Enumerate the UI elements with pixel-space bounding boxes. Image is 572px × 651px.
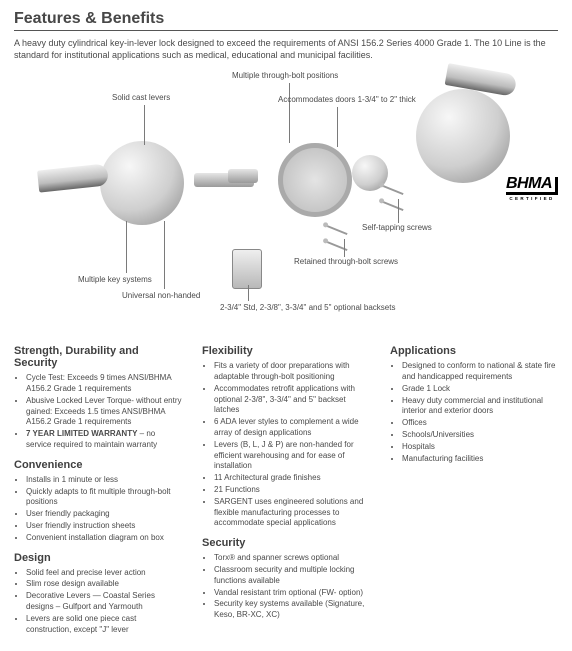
list-item: Hospitals bbox=[402, 442, 558, 453]
list-item: Cycle Test: Exceeds 9 times ANSI/BHMA A1… bbox=[26, 373, 182, 395]
callout-multi-key: Multiple key systems bbox=[78, 275, 152, 284]
list-item: Manufacturing facilities bbox=[402, 454, 558, 465]
list-item: Accommodates retrofit applications with … bbox=[214, 384, 370, 416]
list-item: Convenient installation diagram on box bbox=[26, 533, 182, 544]
list-item: 6 ADA lever styles to complement a wide … bbox=[214, 417, 370, 439]
section-heading: Flexibility bbox=[202, 345, 370, 357]
section-list: Torx® and spanner screws optionalClassro… bbox=[202, 553, 370, 621]
bhma-badge: BHMA CERTIFIED bbox=[506, 177, 558, 201]
list-item: User friendly instruction sheets bbox=[26, 521, 182, 532]
callout-accom-doors: Accommodates doors 1-3/4" to 2" thick bbox=[278, 95, 416, 104]
column-2: Flexibility Fits a variety of door prepar… bbox=[202, 337, 370, 641]
list-item: SARGENT uses engineered solutions and fl… bbox=[214, 497, 370, 529]
list-item: Abusive Locked Lever Torque- without ent… bbox=[26, 396, 182, 428]
list-item: Levers are solid one piece cast construc… bbox=[26, 614, 182, 636]
page-title: Features & Benefits bbox=[14, 10, 558, 28]
section-heading: Strength, Durability and Security bbox=[14, 345, 182, 369]
list-item: Fits a variety of door preparations with… bbox=[214, 361, 370, 383]
section-heading: Applications bbox=[390, 345, 558, 357]
bhma-cert-text: CERTIFIED bbox=[506, 196, 558, 201]
callout-non-handed: Universal non-handed bbox=[122, 291, 200, 300]
section-heading: Design bbox=[14, 552, 182, 564]
list-item: 11 Architectural grade finishes bbox=[214, 473, 370, 484]
list-item: 21 Functions bbox=[214, 485, 370, 496]
list-item: Slim rose design available bbox=[26, 579, 182, 590]
callout-solid-levers: Solid cast levers bbox=[112, 93, 170, 102]
list-item: Schools/Universities bbox=[402, 430, 558, 441]
list-item: Quickly adapts to fit multiple through-b… bbox=[26, 487, 182, 509]
section-list: Solid feel and precise lever actionSlim … bbox=[14, 568, 182, 636]
list-item: Levers (B, L, J & P) are non-handed for … bbox=[214, 440, 370, 472]
list-item: User friendly packaging bbox=[26, 509, 182, 520]
list-item: Grade 1 Lock bbox=[402, 384, 558, 395]
list-item: Torx® and spanner screws optional bbox=[214, 553, 370, 564]
list-item: Security key systems available (Signatur… bbox=[214, 599, 370, 621]
section-list: Cycle Test: Exceeds 9 times ANSI/BHMA A1… bbox=[14, 373, 182, 451]
callout-multi-bolt: Multiple through-bolt positions bbox=[232, 71, 338, 80]
column-1: Strength, Durability and Security Cycle T… bbox=[14, 337, 182, 641]
list-item: Solid feel and precise lever action bbox=[26, 568, 182, 579]
section-list: Fits a variety of door preparations with… bbox=[202, 361, 370, 529]
list-item: Vandal resistant trim optional (FW- opti… bbox=[214, 588, 370, 599]
list-item: Offices bbox=[402, 418, 558, 429]
section-heading: Convenience bbox=[14, 459, 182, 471]
columns: Strength, Durability and Security Cycle T… bbox=[14, 337, 558, 641]
list-item: Designed to conform to national & state … bbox=[402, 361, 558, 383]
exploded-diagram: Solid cast levers Multiple through-bolt … bbox=[14, 69, 558, 337]
section-list: Installs in 1 minute or lessQuickly adap… bbox=[14, 475, 182, 544]
list-item: Installs in 1 minute or less bbox=[26, 475, 182, 486]
bhma-logo-text: BHMA bbox=[506, 177, 558, 195]
callout-self-tap: Self-tapping screws bbox=[362, 223, 432, 232]
callout-retained: Retained through-bolt screws bbox=[294, 257, 398, 266]
title-rule bbox=[14, 30, 558, 31]
callout-backsets: 2-3/4" Std, 2-3/8", 3-3/4" and 5" option… bbox=[220, 303, 395, 312]
list-item: 7 YEAR LIMITED WARRANTY – no service req… bbox=[26, 429, 182, 451]
intro-text: A heavy duty cylindrical key-in-lever lo… bbox=[14, 37, 558, 61]
list-item: Classroom security and multiple locking … bbox=[214, 565, 370, 587]
list-item: Heavy duty commercial and institutional … bbox=[402, 396, 558, 418]
section-list: Designed to conform to national & state … bbox=[390, 361, 558, 464]
list-item: Decorative Levers — Coastal Series desig… bbox=[26, 591, 182, 613]
column-3: Applications Designed to conform to natio… bbox=[390, 337, 558, 641]
section-heading: Security bbox=[202, 537, 370, 549]
